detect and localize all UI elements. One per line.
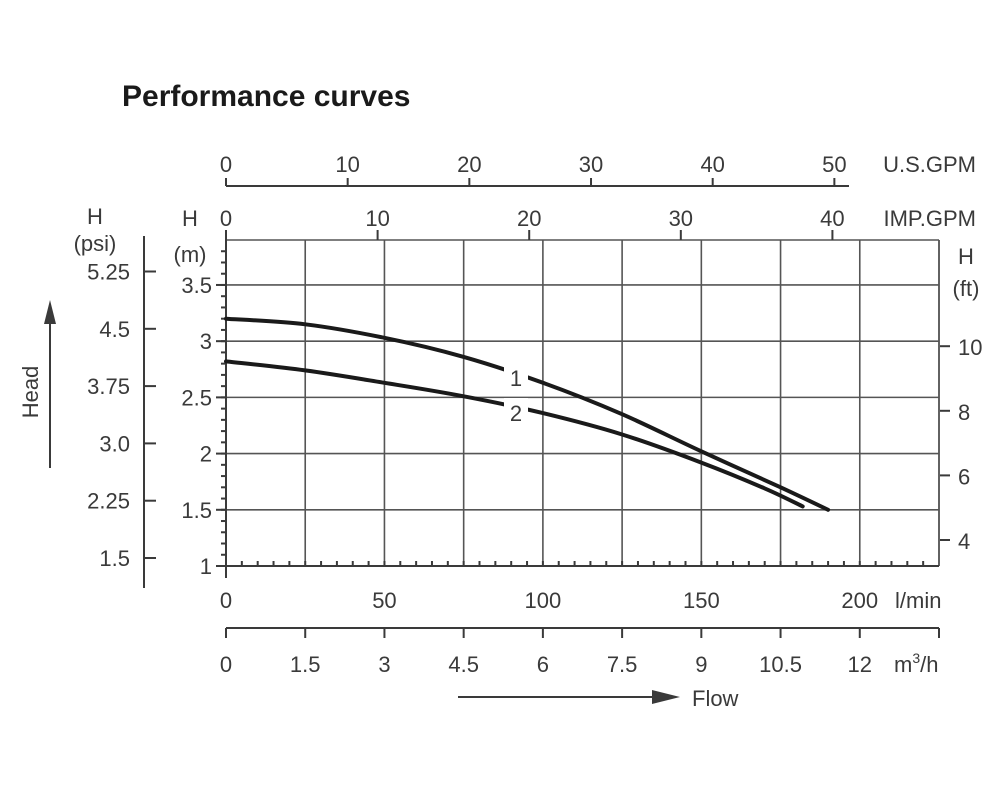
chart-title: Performance curves xyxy=(122,80,411,113)
ft-axis-tick-label: 10 xyxy=(958,335,982,360)
bottom-x-axis-tick-label: 12 xyxy=(848,652,872,677)
psi-axis-unit: (psi) xyxy=(74,231,117,256)
y-axis-tick-label: 1 xyxy=(200,554,212,579)
curve-label-backing xyxy=(504,363,528,391)
psi-axis-label: H xyxy=(87,204,103,229)
bottom-x-axis-tick-label: 9 xyxy=(695,652,707,677)
curve-label: 1 xyxy=(510,366,522,391)
ft-axis-label: H xyxy=(958,244,974,269)
y-axis-unit: (m) xyxy=(174,242,207,267)
x-axis-tick-label: 100 xyxy=(525,588,562,613)
bottom-x-axis-unit: m3/h xyxy=(894,650,938,677)
imp-gpm-tick-label: 40 xyxy=(820,206,844,231)
y-axis-tick-label: 2 xyxy=(200,442,212,467)
axes xyxy=(44,178,950,704)
us-gpm-tick-label: 10 xyxy=(335,152,359,177)
us-gpm-tick-label: 0 xyxy=(220,152,232,177)
imp-gpm-tick-label: 20 xyxy=(517,206,541,231)
bottom-x-axis-tick-label: 3 xyxy=(378,652,390,677)
unit-superscript: 3 xyxy=(912,650,920,666)
us-gpm-unit: U.S.GPM xyxy=(883,152,976,177)
us-gpm-tick-label: 20 xyxy=(457,152,481,177)
flow-arrow-head xyxy=(652,690,680,704)
y-axis-tick-label: 2.5 xyxy=(181,385,212,410)
ft-axis-tick-label: 6 xyxy=(958,464,970,489)
psi-axis-tick-label: 1.5 xyxy=(99,546,130,571)
plot-grid xyxy=(226,239,940,566)
bottom-x-axis-tick-label: 10.5 xyxy=(759,652,802,677)
psi-axis-tick-label: 4.5 xyxy=(99,317,130,342)
psi-axis-tick-label: 2.25 xyxy=(87,489,130,514)
ft-axis-tick-label: 8 xyxy=(958,400,970,425)
bottom-x-axis-tick-label: 6 xyxy=(537,652,549,677)
head-arrow-head xyxy=(44,300,56,324)
psi-axis-tick-label: 3.75 xyxy=(87,374,130,399)
y-axis-tick-label: 3 xyxy=(200,329,212,354)
curve-series-2 xyxy=(224,359,805,509)
x-axis-tick-label: 0 xyxy=(220,588,232,613)
ft-axis-tick-label: 4 xyxy=(958,529,970,554)
imp-gpm-tick-label: 10 xyxy=(365,206,389,231)
x-axis-unit: l/min xyxy=(895,588,941,613)
psi-axis-tick-label: 3.0 xyxy=(99,431,130,456)
bottom-x-axis-tick-label: 1.5 xyxy=(290,652,321,677)
imp-gpm-unit: IMP.GPM xyxy=(883,206,976,231)
x-axis-tick-label: 50 xyxy=(372,588,396,613)
unit-tail: /h xyxy=(920,652,938,677)
y-axis-tick-label: 1.5 xyxy=(181,498,212,523)
bottom-x-axis-tick-label: 7.5 xyxy=(607,652,638,677)
flow-label: Flow xyxy=(692,686,739,711)
x-axis-tick-label: 150 xyxy=(683,588,720,613)
bottom-x-axis-tick-label: 4.5 xyxy=(448,652,479,677)
curve-series-1 xyxy=(224,316,831,512)
performance-curves: 12 xyxy=(224,316,831,512)
curve-label-backing xyxy=(504,398,528,426)
us-gpm-tick-label: 30 xyxy=(579,152,603,177)
head-label: Head xyxy=(18,366,43,419)
ft-axis-unit: (ft) xyxy=(953,276,980,301)
psi-axis-tick-label: 5.25 xyxy=(87,260,130,285)
imp-gpm-tick-label: 30 xyxy=(669,206,693,231)
us-gpm-tick-label: 50 xyxy=(822,152,846,177)
imp-gpm-tick-label: 0 xyxy=(220,206,232,231)
bottom-x-axis-tick-label: 0 xyxy=(220,652,232,677)
unit-base: m xyxy=(894,652,912,677)
us-gpm-tick-label: 40 xyxy=(700,152,724,177)
y-axis-tick-label: 3.5 xyxy=(181,273,212,298)
y-axis-label: H xyxy=(182,206,198,231)
x-axis-tick-label: 200 xyxy=(841,588,878,613)
curve-label: 2 xyxy=(510,401,522,426)
